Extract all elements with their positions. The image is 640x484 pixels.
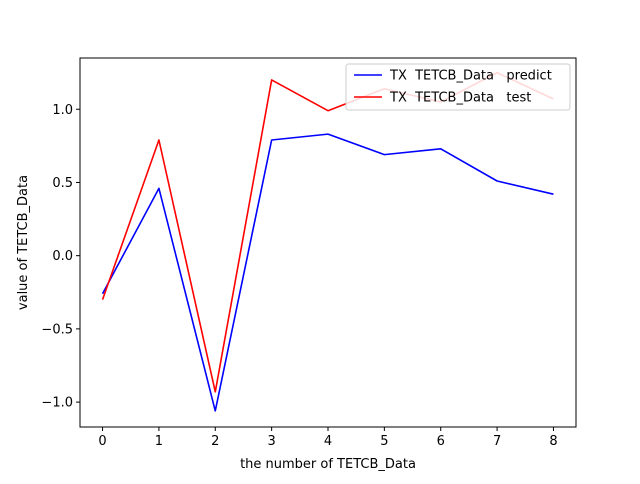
y-tick-label: −1.0 — [41, 396, 73, 411]
plot-frame — [79, 57, 577, 428]
x-tick-label: 5 — [380, 434, 388, 449]
x-tick-label: 7 — [493, 434, 501, 449]
x-tick-label: 0 — [98, 434, 106, 449]
y-tick-label: −0.5 — [41, 322, 73, 337]
y-tick-label: 0.5 — [52, 176, 73, 191]
y-tick-label: 1.0 — [52, 103, 73, 118]
legend: TX TETCB_Data predict TX TETCB_Data test — [345, 63, 571, 111]
x-tick-label: 8 — [549, 434, 557, 449]
series-line-predict — [101, 133, 554, 412]
x-tick-label: 4 — [324, 434, 332, 449]
x-tick-label: 3 — [267, 434, 275, 449]
y-axis-label: value of TETCB_Data — [16, 175, 31, 310]
x-tick-label: 1 — [155, 434, 163, 449]
y-tick-label: 0.0 — [52, 249, 73, 264]
x-axis-ticks: 0 1 2 3 4 5 6 7 8 — [98, 427, 558, 449]
x-tick-label: 2 — [211, 434, 219, 449]
y-axis-ticks: −1.0 −0.5 0.0 0.5 1.0 — [41, 103, 80, 411]
legend-box — [345, 63, 571, 111]
x-tick-label: 6 — [437, 434, 445, 449]
x-axis-label: the number of TETCB_Data — [240, 457, 416, 472]
legend-label-test: TX TETCB_Data test — [389, 91, 531, 106]
legend-label-predict: TX TETCB_Data predict — [389, 69, 552, 84]
